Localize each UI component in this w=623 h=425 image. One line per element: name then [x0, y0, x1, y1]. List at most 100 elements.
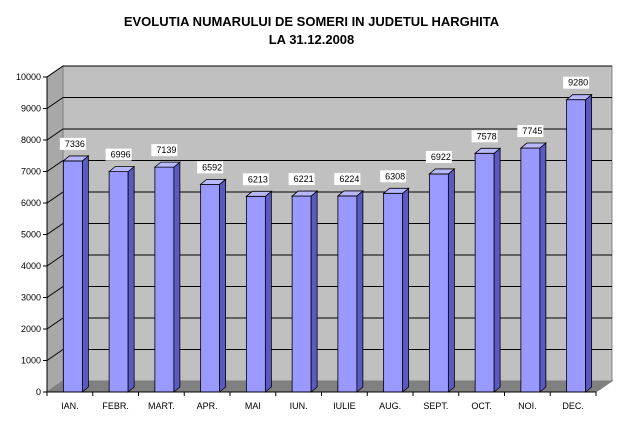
data-label: 6308 — [385, 171, 405, 181]
bar-front — [62, 160, 83, 393]
x-tick-label: FEBR. — [102, 401, 129, 411]
x-tick-label: AUG. — [379, 401, 401, 411]
bar — [108, 165, 136, 393]
bar-side — [173, 161, 181, 393]
data-label: 7139 — [156, 145, 176, 155]
y-tick-label: 5000 — [21, 230, 41, 240]
x-tick-label: MAI — [245, 401, 261, 411]
bar-top — [382, 187, 410, 194]
bar — [199, 178, 227, 393]
y-tick-label: 2000 — [21, 324, 41, 334]
y-tick-label: 6000 — [21, 198, 41, 208]
y-tick-label: 7000 — [21, 167, 41, 177]
bar-front — [428, 173, 449, 393]
data-label-box — [151, 144, 178, 157]
y-tick-label: 3000 — [21, 293, 41, 303]
bar — [474, 147, 502, 393]
data-label: 7578 — [477, 131, 497, 141]
gridline-side — [46, 128, 64, 141]
data-label: 7745 — [522, 126, 542, 136]
data-label-box — [197, 161, 224, 174]
chart-title: EVOLUTIA NUMARULUI DE SOMERI IN JUDETUL … — [123, 14, 500, 29]
data-label: 6213 — [248, 174, 268, 184]
bar — [382, 187, 410, 393]
gridline-side — [46, 286, 64, 298]
bar-side — [310, 190, 318, 393]
bar-front — [245, 195, 266, 393]
data-label-box — [425, 150, 452, 163]
bar — [153, 161, 181, 393]
data-label: 6996 — [111, 150, 131, 160]
bar-side — [127, 165, 135, 393]
y-tick-label: 9000 — [21, 104, 41, 114]
bar-side — [219, 178, 227, 393]
bar-front — [383, 192, 404, 393]
bar — [519, 142, 547, 393]
bar-front — [520, 147, 541, 393]
bar — [565, 93, 593, 393]
x-tick-label: IULIE — [333, 401, 356, 411]
x-tick-label: SEPT. — [423, 401, 448, 411]
data-label-box — [59, 137, 86, 150]
x-tick-label: APR. — [197, 401, 218, 411]
bar-top — [153, 161, 181, 168]
bar-front — [108, 171, 129, 393]
bar-top — [336, 190, 364, 197]
bar-side — [356, 190, 364, 393]
bar — [336, 190, 364, 393]
bar-front — [337, 195, 358, 393]
bar — [428, 168, 456, 393]
bar-front — [154, 166, 175, 393]
y-tick-label: 1000 — [21, 356, 41, 366]
y-tick-label: 10000 — [16, 72, 41, 82]
gridline-side — [46, 317, 64, 330]
bar-top — [108, 166, 136, 173]
gridline-side — [46, 65, 64, 78]
gridline-side — [46, 254, 64, 267]
bar-top — [519, 142, 547, 149]
gridline-side — [46, 160, 64, 172]
bar-top — [474, 147, 502, 154]
x-tick-label: IUN. — [290, 401, 308, 411]
data-label-box — [471, 130, 498, 143]
bar-top — [428, 168, 456, 175]
data-label-box — [242, 173, 269, 186]
data-label: 6221 — [294, 174, 314, 184]
bar-side — [585, 93, 593, 393]
data-label-box — [288, 173, 315, 186]
gridline-side — [46, 349, 64, 361]
data-label: 9280 — [568, 78, 588, 88]
y-tick-label: 8000 — [21, 135, 41, 145]
data-label: 7336 — [65, 139, 85, 149]
x-tick-label: DEC. — [562, 401, 584, 411]
bar-top — [62, 155, 90, 162]
bar — [291, 190, 319, 393]
bar-top — [291, 190, 319, 197]
bar-side — [539, 142, 547, 393]
bar-top — [565, 94, 593, 101]
data-label-box — [105, 148, 132, 161]
data-label: 6224 — [339, 174, 359, 184]
bar — [245, 190, 273, 393]
bar-front — [291, 195, 312, 393]
bar-side — [447, 168, 455, 393]
gridline-side — [46, 191, 64, 204]
data-label-box — [380, 170, 407, 183]
bar — [62, 155, 90, 393]
x-tick-label: MART. — [148, 401, 175, 411]
x-tick-label: IAN. — [61, 401, 79, 411]
gridline-side — [46, 223, 64, 235]
bar-side — [493, 147, 501, 393]
data-label-box — [563, 76, 590, 89]
bar-top — [199, 178, 227, 185]
bar-side — [264, 190, 272, 393]
data-label: 6922 — [431, 152, 451, 162]
data-label-box — [334, 172, 361, 185]
data-label-box — [517, 125, 544, 138]
bar-front — [200, 183, 221, 393]
bar-front — [474, 152, 495, 393]
bar-side — [81, 155, 89, 393]
gridline-side — [46, 97, 64, 109]
